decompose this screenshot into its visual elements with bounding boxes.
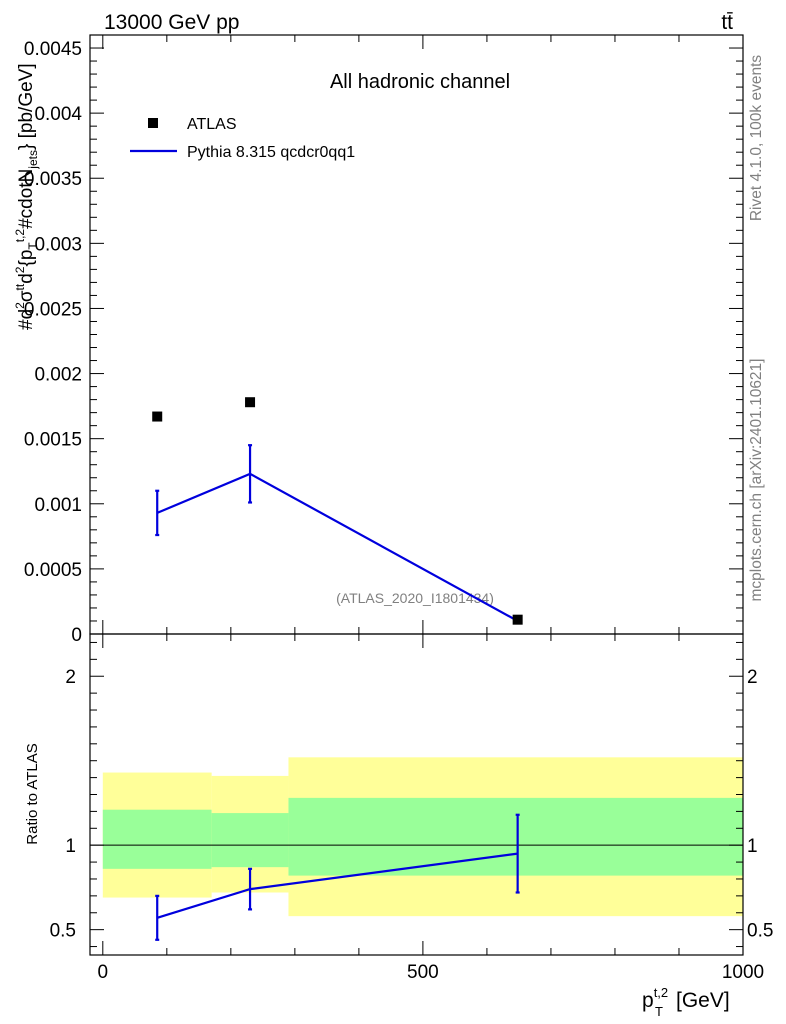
ratio-frame	[89, 633, 744, 956]
ratio-y-tick-label-right: 0.5	[747, 921, 773, 942]
xlabel-part: p	[642, 989, 654, 1012]
ylabel-part: σ	[16, 290, 37, 302]
atlas-data-point	[512, 614, 523, 625]
atlas-data-point	[245, 397, 256, 408]
ratio-x-ticks: 0 500 1000	[98, 634, 764, 983]
ylabel-part: #d	[16, 309, 37, 330]
ylabel-part: 2	[13, 302, 27, 309]
ratio-band-inner	[211, 813, 289, 868]
main-y-tick-label: 0	[71, 625, 82, 646]
ylabel-part: jets	[26, 150, 40, 170]
main-y-tick-label: 0.002	[34, 365, 82, 386]
main-y-tick-label: 0.0015	[24, 430, 82, 451]
ylabel-part: T	[26, 242, 40, 250]
header-process: tt̄	[721, 11, 733, 34]
x-tick-label: 500	[407, 962, 439, 983]
x-tick-label: 1000	[722, 962, 764, 983]
x-tick-label: 0	[98, 962, 109, 983]
main-y-tick-label: 0.0035	[24, 169, 82, 190]
svg-text:#d2σttd2{pTt,2#cdotNjets} [pb/: #d2σttd2{pTt,2#cdotNjets} [pb/GeV]	[13, 63, 40, 330]
main-y-tick-label: 0.0045	[24, 39, 82, 60]
ylabel-part: t,2	[13, 229, 27, 243]
main-panel: All hadronic channel (ATLAS_2020_I180143…	[13, 34, 744, 646]
ratio-y-axis-label: Ratio to ATLAS	[24, 743, 41, 844]
legend-atlas-marker	[148, 118, 158, 128]
rivet-version-label: Rivet 4.1.0, 100k events	[748, 55, 765, 222]
ratio-y-tick-label-left: 0.5	[50, 921, 76, 942]
atlas-data-point	[152, 411, 163, 422]
main-y-tick-label: 0.0005	[24, 560, 82, 581]
ratio-y-tick-label-left: 2	[65, 667, 76, 688]
main-y-tick-label: 0.003	[34, 234, 82, 255]
legend-atlas-label: ATLAS	[187, 116, 237, 133]
main-y-axis-label: #d2σttd2{pTt,2#cdotNjets} [pb/GeV]	[13, 63, 40, 330]
ylabel-part: d	[16, 273, 37, 284]
ylabel-part: {p	[16, 250, 37, 267]
ratio-error-bars	[155, 813, 520, 941]
ylabel-part: 2	[13, 266, 27, 273]
ylabel-part: #cdotN	[16, 169, 37, 229]
ratio-panel: 0.5 0.5 1 1 2 2 0 500 1000 Ratio to ATLAS pt,2 …	[24, 633, 773, 1019]
ratio-y-ticks: 0.5 0.5 1 1 2 2	[50, 641, 773, 948]
ratio-band-inner	[288, 797, 743, 876]
legend: ATLAS Pythia 8.315 qcdcr0qq1	[130, 116, 355, 161]
ratio-y-tick-label-right: 2	[747, 667, 758, 688]
main-y-tick-label: 0.004	[34, 104, 82, 125]
main-title: All hadronic channel	[330, 71, 510, 93]
main-y-tick-label: 0.001	[34, 495, 82, 516]
main-y-ticks: 0 0.0005 0.001 0.0015 0.002 0.0025 0.003 0.0035…	[24, 34, 743, 646]
mcplots-label: mcplots.cern.ch [arXiv:2401.10621]	[748, 359, 765, 602]
x-axis-label: pt,2 [GeV] T	[642, 985, 730, 1019]
legend-mc-label: Pythia 8.315 qcdcr0qq1	[187, 144, 355, 161]
xlabel-subscript: T	[655, 1004, 663, 1019]
ratio-band-inner	[102, 809, 212, 869]
header-energy: 13000 GeV pp	[104, 11, 239, 34]
xlabel-part: [GeV]	[670, 989, 730, 1012]
ratio-uncertainty-bands	[102, 757, 743, 917]
ratio-y-tick-label-right: 1	[747, 836, 758, 857]
atlas-data-markers	[152, 397, 523, 625]
analysis-watermark: (ATLAS_2020_I1801434)	[336, 590, 494, 606]
main-y-tick-label: 0.0025	[24, 299, 82, 320]
ylabel-part: tt	[13, 283, 27, 290]
xlabel-part: t,2	[654, 985, 668, 1000]
ratio-y-tick-label-left: 1	[65, 836, 76, 857]
ylabel-part: } [pb/GeV]	[16, 63, 37, 150]
svg-text:pt,2 [GeV]: pt,2 [GeV]	[642, 985, 730, 1012]
